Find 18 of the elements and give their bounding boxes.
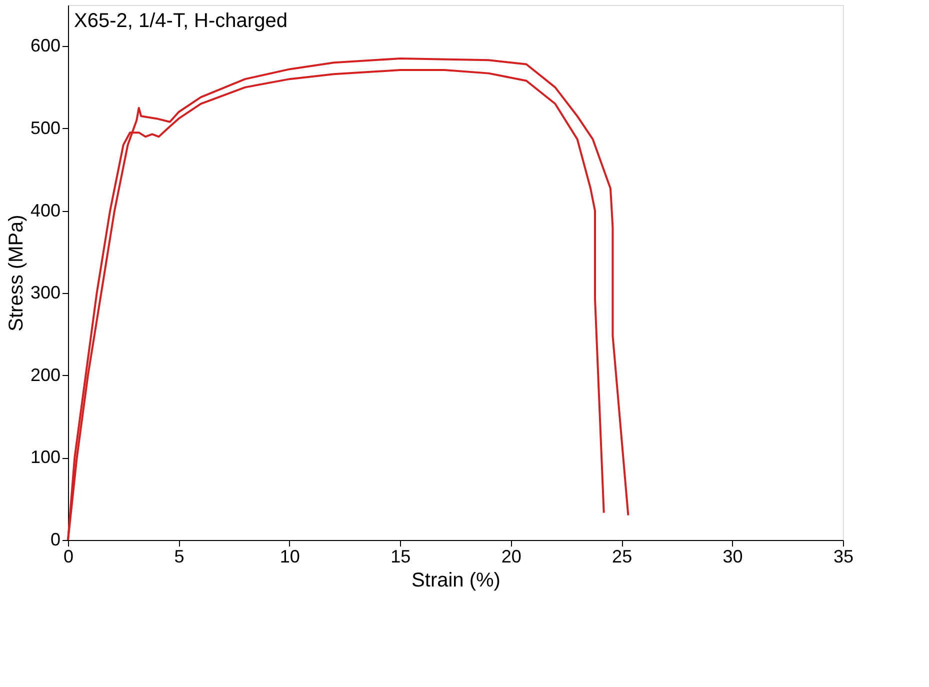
x-tick-label: 0 <box>63 546 74 566</box>
x-tick-label: 5 <box>174 546 184 566</box>
x-tick-label: 15 <box>390 546 411 566</box>
y-tick-label: 400 <box>30 200 60 220</box>
annotation: X65-2, 1/4-T, H-charged <box>74 10 288 32</box>
x-tick-label: 25 <box>612 546 632 566</box>
y-tick-label: 0 <box>50 530 60 550</box>
y-tick-label: 600 <box>30 36 60 56</box>
x-tick-label: 10 <box>280 546 300 566</box>
x-axis-title: Strain (%) <box>412 570 500 592</box>
y-tick-label: 200 <box>30 364 60 385</box>
x-tick-label: 30 <box>722 546 743 566</box>
y-tick-label: 300 <box>30 282 60 303</box>
y-tick-label: 500 <box>30 118 60 138</box>
x-tick-label: 20 <box>501 546 522 566</box>
y-axis-title: Stress (MPa) <box>5 214 28 332</box>
y-tick-label: 100 <box>30 447 60 468</box>
x-tick-label: 35 <box>833 546 854 566</box>
